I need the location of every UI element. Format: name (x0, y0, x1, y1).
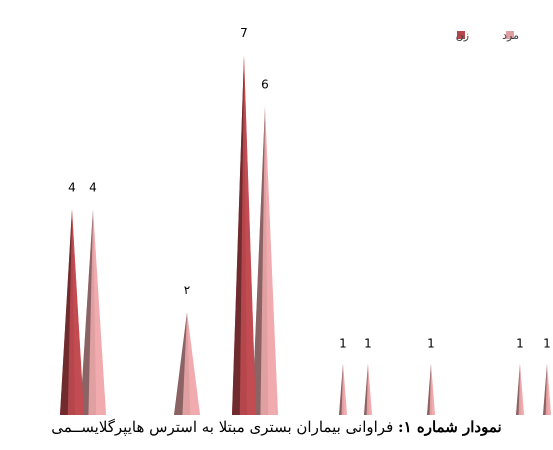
cone-man-8 (543, 363, 551, 415)
cone-man-6 (427, 363, 435, 415)
cone-woman-0 (60, 209, 84, 415)
cone-man-3 (252, 106, 278, 415)
cone-man-4 (339, 363, 347, 415)
data-label-man-6: 1 (427, 337, 435, 351)
legend-label-man: مرد (502, 29, 519, 42)
chart-marks (60, 55, 551, 415)
legend-swatch-woman (457, 31, 465, 39)
cone-man-7 (516, 363, 524, 415)
legend-label-woman: زن (456, 29, 469, 42)
data-labels: 4 ۲ 6 1 1 1 1 1 4 7 (68, 26, 551, 350)
chart-area: 4 ۲ 6 1 1 1 1 1 4 7 زن مرد (60, 26, 551, 415)
caption-prefix: نمودار شماره ۱: (398, 418, 502, 436)
legend: زن مرد (456, 29, 519, 42)
data-label-woman-3: 7 (240, 26, 248, 40)
data-label-man-5: 1 (364, 337, 372, 351)
data-label-woman-0: 4 (68, 180, 76, 194)
legend-swatch-man (506, 31, 514, 39)
chart-caption: نمودار شماره ۱: فراوانی بیماران بستری مب… (0, 418, 553, 436)
cone-man-5 (364, 363, 372, 415)
cone-man-1 (174, 312, 200, 415)
data-label-man-0: 4 (89, 180, 97, 194)
data-label-man-7: 1 (516, 337, 524, 351)
cone-man-0 (80, 209, 106, 415)
cone-woman-3 (232, 55, 256, 415)
data-label-man-3: 6 (261, 78, 269, 92)
caption-text: فراوانی بیماران بستری مبتلا به استرس های… (51, 418, 399, 436)
data-label-man-1: ۲ (184, 283, 190, 297)
data-label-man-8: 1 (543, 337, 551, 351)
data-label-man-4: 1 (339, 337, 347, 351)
